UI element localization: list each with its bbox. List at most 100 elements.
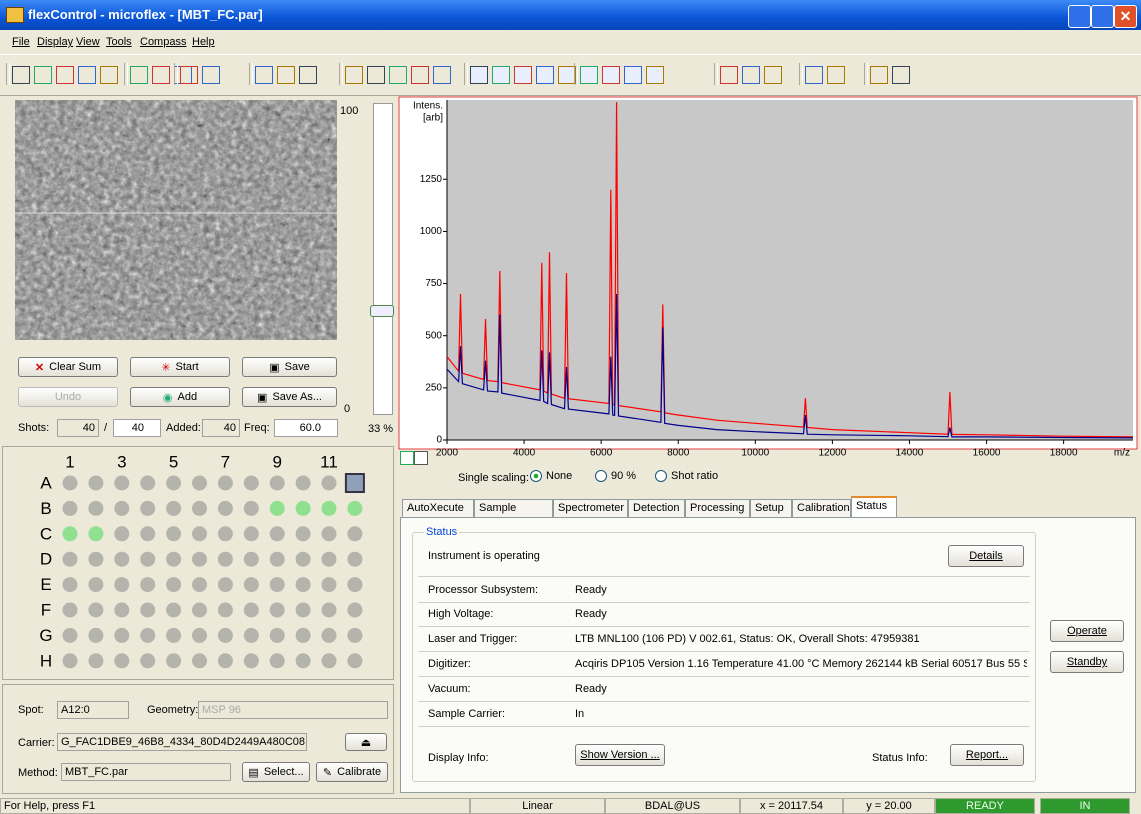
details-button[interactable]: Details: [948, 545, 1024, 567]
x-tick-label: 16000: [973, 448, 1001, 459]
operate-button[interactable]: Operate: [1050, 620, 1124, 642]
toolbar-button[interactable]: [56, 66, 74, 84]
toolbar-button[interactable]: [870, 66, 888, 84]
standby-button[interactable]: Standby: [1050, 651, 1124, 673]
toolbar-button[interactable]: [892, 66, 910, 84]
well: [322, 552, 337, 567]
menu-item[interactable]: Help: [192, 35, 215, 49]
well: [166, 628, 181, 643]
row-label: G: [39, 626, 52, 645]
geometry-select[interactable]: MSP 96: [198, 701, 388, 719]
menu-item[interactable]: View: [76, 35, 100, 49]
toolbar-button[interactable]: [624, 66, 642, 84]
added-label: Added:: [166, 421, 201, 435]
slider-thumb[interactable]: [370, 305, 394, 317]
toolbar-button[interactable]: [602, 66, 620, 84]
well: [88, 628, 103, 643]
start-button[interactable]: ✳Start: [130, 357, 230, 377]
well: [244, 628, 259, 643]
slider-value: 33 %: [368, 422, 393, 436]
freq-value[interactable]: 60.0: [274, 419, 338, 437]
status-bar-field: READY: [935, 798, 1035, 814]
status-group-title: Status: [424, 525, 459, 539]
toolbar-button[interactable]: [827, 66, 845, 84]
radio-option[interactable]: None: [530, 470, 572, 482]
minimize-button[interactable]: [1068, 5, 1091, 28]
toolbar-button[interactable]: [470, 66, 488, 84]
tab[interactable]: Spectrometer: [553, 499, 628, 517]
toolbar-button[interactable]: [180, 66, 198, 84]
toolbar-button[interactable]: [580, 66, 598, 84]
shots-separator: /: [104, 421, 107, 435]
toolbar-button[interactable]: [536, 66, 554, 84]
tab[interactable]: Detection: [628, 499, 685, 517]
checkbox[interactable]: [414, 451, 428, 465]
toolbar-button[interactable]: [742, 66, 760, 84]
toolbar-button[interactable]: [277, 66, 295, 84]
checkbox[interactable]: [400, 451, 414, 465]
toolbar-button[interactable]: [255, 66, 273, 84]
show-version-button[interactable]: Show Version ...: [575, 744, 665, 766]
tab[interactable]: Setup: [750, 499, 792, 517]
menu-item[interactable]: Compass: [140, 35, 186, 49]
toolbar-button[interactable]: [78, 66, 96, 84]
well: [140, 577, 155, 592]
tab[interactable]: Sample Carrier: [474, 499, 553, 517]
toolbar-button[interactable]: [345, 66, 363, 84]
toolbar-button[interactable]: [411, 66, 429, 84]
menu-item[interactable]: Tools: [106, 35, 132, 49]
toolbar-button[interactable]: [514, 66, 532, 84]
well: [218, 552, 233, 567]
radio-option[interactable]: 90 %: [595, 470, 636, 482]
toolbar-button[interactable]: [100, 66, 118, 84]
add-button[interactable]: ◉Add: [130, 387, 230, 407]
calibrate-button[interactable]: ✎Calibrate: [316, 762, 388, 782]
tab[interactable]: Processing: [685, 499, 750, 517]
close-button[interactable]: ✕: [1114, 5, 1137, 28]
x-tick-label: 18000: [1050, 448, 1078, 459]
x-tick-label: 14000: [896, 448, 924, 459]
select-button[interactable]: ▤Select...: [242, 762, 310, 782]
well: [270, 603, 285, 618]
undo-button[interactable]: Undo: [18, 387, 118, 407]
well: [296, 526, 311, 541]
save-as-button[interactable]: ▣Save As...: [242, 387, 337, 407]
toolbar-button[interactable]: [367, 66, 385, 84]
carrier-value: G_FAC1DBE9_46B8_4334_80D4D2449A480C08: [57, 733, 307, 751]
eject-button[interactable]: ⏏: [345, 733, 387, 751]
toolbar-button[interactable]: [130, 66, 148, 84]
shots-target[interactable]: 40: [113, 419, 161, 437]
tab[interactable]: AutoXecute: [402, 499, 474, 517]
status-info-label: Status Info:: [872, 751, 928, 765]
toolbar-button[interactable]: [492, 66, 510, 84]
toolbar-button[interactable]: [34, 66, 52, 84]
report-button[interactable]: Report...: [950, 744, 1024, 766]
toolbar-button[interactable]: [12, 66, 30, 84]
menu-item[interactable]: File: [12, 35, 30, 49]
x-tick-label: 8000: [667, 448, 690, 459]
tab[interactable]: Status: [851, 496, 897, 518]
well: [63, 501, 78, 516]
well: [347, 628, 362, 643]
toolbar-button[interactable]: [152, 66, 170, 84]
x-tick-label: 2000: [436, 448, 459, 459]
column-label: 7: [221, 452, 230, 471]
toolbar-button[interactable]: [646, 66, 664, 84]
well: [192, 552, 207, 567]
toolbar-button[interactable]: [720, 66, 738, 84]
toolbar-button[interactable]: [805, 66, 823, 84]
clear-sum-button[interactable]: ✕Clear Sum: [18, 357, 118, 377]
menu-item[interactable]: Display: [37, 35, 73, 49]
toolbar-button[interactable]: [433, 66, 451, 84]
well: [347, 526, 362, 541]
save-button[interactable]: ▣Save: [242, 357, 337, 377]
well: [270, 501, 285, 516]
toolbar-button[interactable]: [202, 66, 220, 84]
toolbar-button[interactable]: [389, 66, 407, 84]
maximize-button[interactable]: [1091, 5, 1114, 28]
radio-option[interactable]: Shot ratio: [655, 470, 718, 482]
toolbar-button[interactable]: [299, 66, 317, 84]
toolbar-button[interactable]: [764, 66, 782, 84]
well: [140, 628, 155, 643]
tab[interactable]: Calibration: [792, 499, 851, 517]
